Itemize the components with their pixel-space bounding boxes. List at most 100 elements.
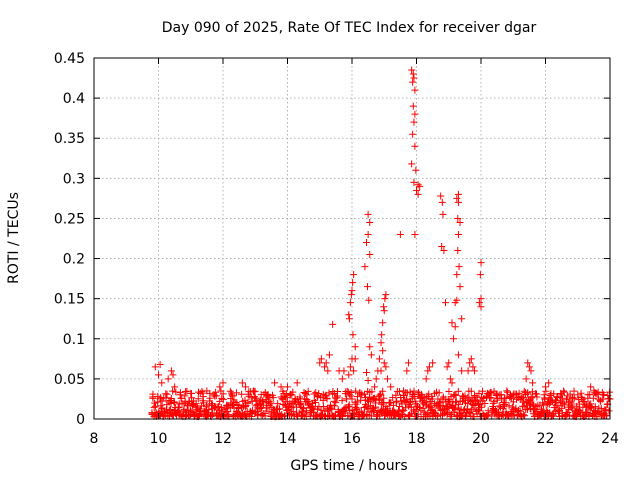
- data-point: [242, 383, 250, 391]
- data-point: [366, 218, 374, 226]
- baseline-point: [194, 395, 202, 403]
- data-point: [438, 198, 446, 206]
- data-point: [171, 383, 179, 391]
- baseline-point: [521, 412, 529, 420]
- grid-lines: [94, 58, 610, 419]
- baseline-point: [378, 406, 386, 414]
- baseline-point: [347, 389, 355, 397]
- baseline-point: [546, 392, 554, 400]
- data-point: [413, 186, 420, 194]
- baseline-point: [431, 400, 439, 408]
- baseline-point: [248, 397, 256, 405]
- baseline-point: [166, 405, 174, 413]
- baseline-point: [219, 395, 227, 403]
- x-tick-label: 16: [343, 431, 361, 447]
- baseline-point: [247, 393, 255, 401]
- baseline-point: [251, 387, 259, 395]
- data-point: [271, 379, 279, 387]
- baseline-point: [299, 408, 307, 416]
- data-point: [542, 383, 549, 391]
- data-point: [509, 391, 517, 399]
- baseline-point: [490, 398, 498, 406]
- baseline-point: [406, 411, 414, 419]
- data-point: [169, 371, 177, 379]
- baseline-point: [495, 402, 503, 410]
- y-tick-label: 0.2: [63, 252, 85, 268]
- data-point: [363, 283, 371, 291]
- baseline-point: [574, 408, 582, 416]
- baseline-point: [345, 403, 353, 411]
- baseline-point: [354, 393, 362, 401]
- data-point: [351, 343, 359, 351]
- baseline-point: [483, 389, 491, 397]
- baseline-point: [380, 394, 388, 402]
- data-point: [338, 375, 346, 383]
- baseline-point: [311, 398, 319, 406]
- x-tick-label: 22: [537, 431, 555, 447]
- chart-title: Day 090 of 2025, Rate Of TEC Index for r…: [162, 20, 537, 36]
- baseline-point: [454, 387, 462, 395]
- baseline-point: [525, 401, 533, 409]
- y-tick-label: 0.35: [54, 131, 85, 147]
- baseline-point: [274, 400, 282, 408]
- y-tick-label: 0: [76, 412, 85, 428]
- baseline-point: [558, 394, 566, 402]
- baseline-point: [304, 387, 312, 395]
- data-point: [558, 391, 566, 399]
- data-point: [456, 218, 464, 226]
- data-point: [187, 389, 195, 397]
- data-point: [574, 391, 582, 399]
- baseline-point: [338, 397, 346, 405]
- baseline-point: [210, 404, 218, 412]
- data-point: [454, 214, 462, 222]
- data-point: [345, 371, 353, 379]
- baseline-point: [406, 398, 414, 406]
- data-point: [364, 376, 372, 384]
- data-point: [375, 355, 383, 363]
- baseline-point: [550, 412, 558, 420]
- baseline-point: [232, 389, 240, 397]
- baseline-point: [218, 394, 226, 402]
- data-point: [396, 230, 404, 238]
- baseline-point: [520, 411, 528, 419]
- data-point: [372, 375, 380, 383]
- data-point: [410, 118, 418, 126]
- data-point: [424, 367, 432, 375]
- baseline-point: [282, 394, 290, 402]
- x-tick-label: 18: [408, 431, 426, 447]
- data-point: [590, 387, 598, 395]
- baseline-point: [464, 393, 472, 401]
- data-point: [238, 379, 246, 387]
- data-point: [363, 239, 371, 247]
- baseline-point: [365, 397, 373, 405]
- baseline-point: [559, 400, 567, 408]
- baseline-point: [602, 406, 610, 414]
- data-point: [284, 383, 291, 391]
- data-point: [317, 355, 325, 363]
- data-point: [493, 391, 501, 399]
- baseline-point: [499, 405, 507, 413]
- baseline-point: [225, 411, 233, 419]
- data-point: [219, 379, 227, 387]
- data-point: [529, 379, 537, 387]
- data-point: [477, 259, 485, 267]
- data-point: [456, 283, 464, 291]
- baseline-point: [392, 391, 400, 399]
- data-point: [408, 160, 416, 168]
- baseline-point: [348, 395, 356, 403]
- data-point: [445, 359, 453, 367]
- data-point: [382, 291, 390, 299]
- baseline-point: [402, 404, 410, 412]
- baseline-point: [591, 403, 599, 411]
- data-point: [471, 367, 479, 375]
- data-point: [346, 363, 354, 371]
- baseline-point: [554, 393, 562, 401]
- baseline-point: [553, 393, 561, 401]
- baseline-point: [478, 387, 486, 395]
- baseline-point: [515, 389, 523, 397]
- baseline-point: [584, 408, 592, 416]
- data-point: [411, 142, 419, 150]
- data-point: [345, 311, 353, 319]
- data-point: [378, 331, 386, 339]
